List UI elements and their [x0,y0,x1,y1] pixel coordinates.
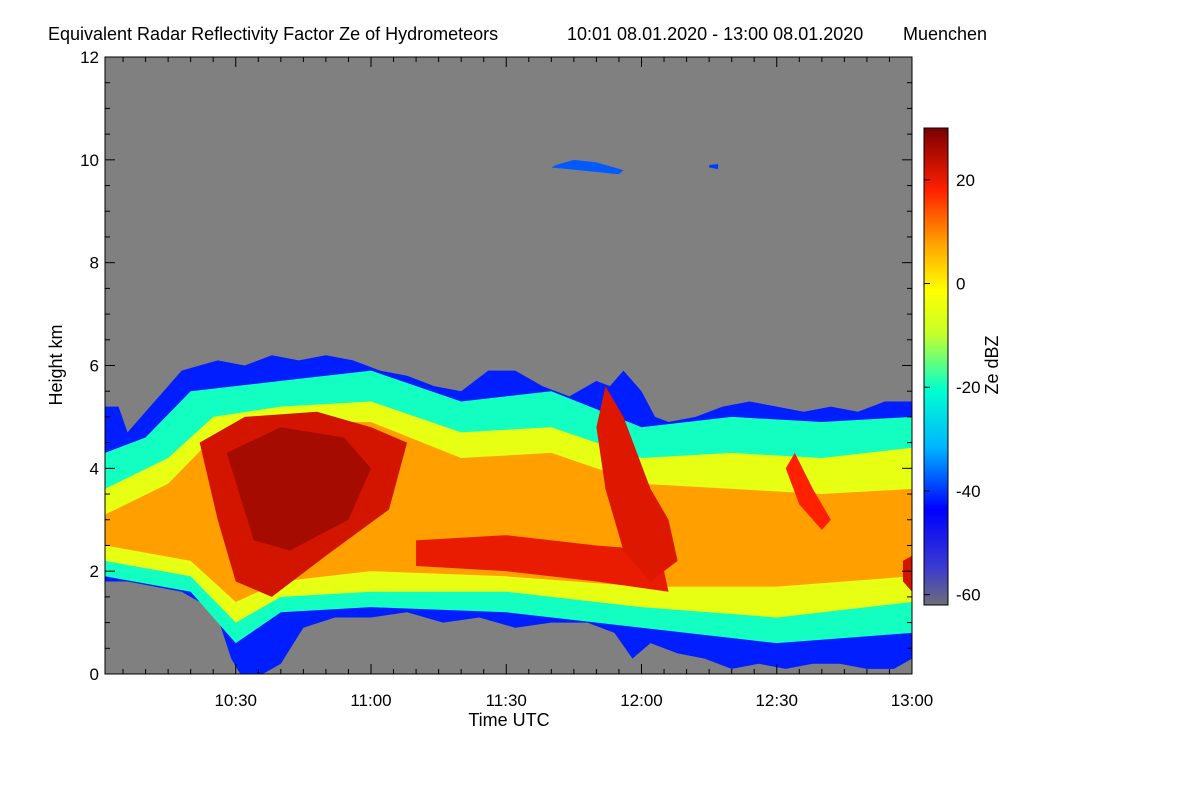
y-axis-label: Height km [46,324,66,405]
x-tick-label: 13:00 [891,691,934,710]
cirrus-patch-1 [709,163,719,170]
y-tick-label: 12 [80,48,99,67]
x-tick-label: 12:00 [620,691,663,710]
colorbar-tick-label: -20 [956,378,981,397]
x-tick-label: 11:30 [486,691,527,710]
x-tick-label: 10:30 [214,691,257,710]
chart-location: Muenchen [903,24,987,44]
colorbar-ticks: 20 0 -20 -40 -60 [924,171,981,605]
colorbar [923,127,949,606]
x-tick-label: 11:00 [350,691,391,710]
y-tick-label: 10 [80,151,99,170]
chart-title: Equivalent Radar Reflectivity Factor Ze … [48,24,498,44]
x-tick-label: 12:30 [755,691,798,710]
y-tick-label: 4 [90,459,99,478]
reflectivity-core-5 [902,555,912,592]
colorbar-tick-label: 20 [956,171,975,190]
reflectivity-core-3 [596,386,678,582]
x-axis: 10:30 11:00 11:30 12:00 12:30 13:00 [122,57,934,710]
cirrus-patch-0 [551,159,624,175]
reflectivity-core-1 [226,427,371,551]
y-tick-label: 6 [90,357,99,376]
plot-marks [105,159,912,674]
y-tick-label: 8 [90,254,99,273]
colorbar-label: Ze dBZ [982,335,1002,394]
y-axis: 0 2 4 6 8 10 12 [80,48,912,684]
colorbar-tick-label: -40 [956,482,981,501]
y-tick-label: 0 [90,665,99,684]
colorbar-tick-label: 0 [956,275,965,294]
x-axis-label: Time UTC [468,710,549,730]
colorbar-tick-label: -60 [956,586,981,605]
reflectivity-core-2 [416,535,669,592]
chart-time-range: 10:01 08.01.2020 - 13:00 08.01.2020 [567,24,863,44]
reflectivity-core-4 [785,452,831,531]
y-tick-label: 2 [90,562,99,581]
